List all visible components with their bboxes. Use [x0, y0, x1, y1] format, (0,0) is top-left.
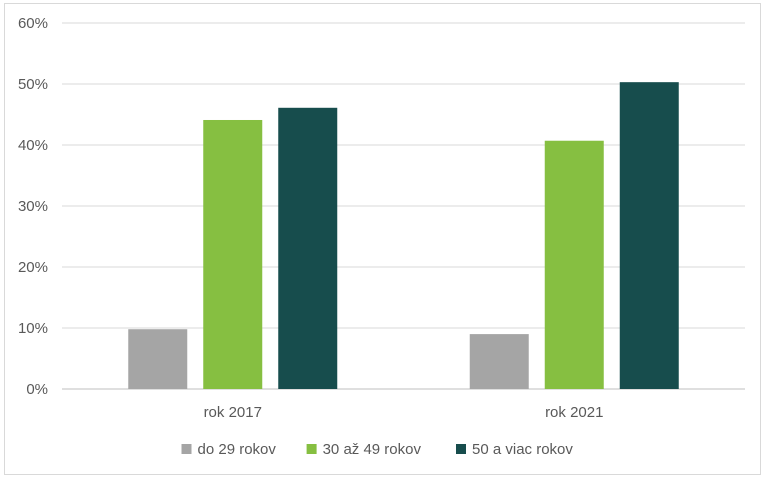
x-axis-ticks: rok 2017 rok 2021: [204, 404, 604, 421]
bars: [128, 82, 679, 390]
bar-50-a-viac-rokov-rok-2017: [278, 107, 338, 389]
y-tick-label: 60%: [18, 15, 48, 32]
legend-swatch: [306, 444, 317, 454]
legend-swatch: [181, 444, 192, 454]
bar-do-29-rokov-rok-2017: [128, 329, 188, 389]
x-tick-label: rok 2017: [204, 404, 262, 421]
legend-label: 30 až 49 rokov: [323, 441, 422, 458]
bar-50-a-viac-rokov-rok-2021: [619, 82, 679, 390]
y-tick-label: 0%: [26, 381, 48, 398]
y-axis-ticks: 0% 10% 20% 30% 40% 50% 60%: [18, 15, 48, 398]
y-tick-label: 40%: [18, 137, 48, 154]
legend-swatch: [456, 444, 466, 454]
y-tick-label: 20%: [18, 259, 48, 276]
bar-30-až-49-rokov-rok-2017: [203, 119, 263, 390]
x-tick-label: rok 2021: [545, 404, 603, 421]
legend-label: do 29 rokov: [198, 441, 277, 458]
bar-30-až-49-rokov-rok-2021: [544, 140, 604, 389]
y-tick-label: 10%: [18, 320, 48, 337]
legend: do 29 rokov 30 až 49 rokov 50 a viac rokov: [181, 441, 573, 458]
bar-do-29-rokov-rok-2021: [469, 334, 529, 389]
legend-label: 50 a viac rokov: [472, 441, 573, 458]
y-tick-label: 30%: [18, 198, 48, 215]
y-tick-label: 50%: [18, 76, 48, 93]
